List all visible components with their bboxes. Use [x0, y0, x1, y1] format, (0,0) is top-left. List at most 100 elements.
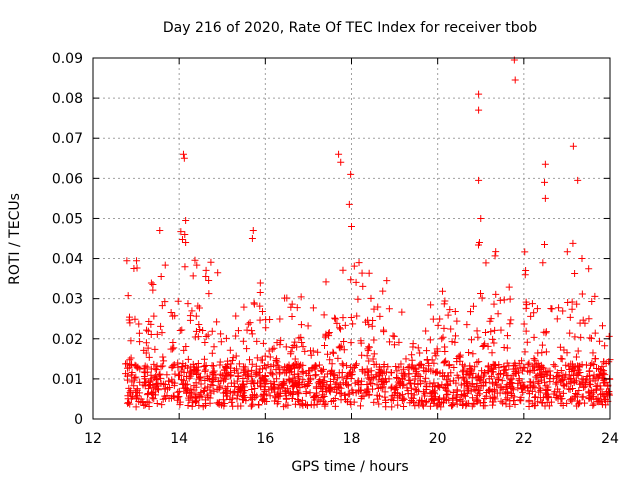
data-point [146, 381, 154, 389]
data-point [495, 364, 503, 372]
data-point [500, 296, 508, 304]
data-point [439, 369, 447, 377]
data-point [434, 321, 442, 329]
data-point [440, 300, 448, 308]
data-point [188, 402, 196, 410]
data-point [203, 372, 211, 380]
data-point [133, 385, 141, 393]
data-point [550, 390, 558, 398]
data-point [437, 403, 445, 411]
data-point [192, 312, 200, 320]
data-point [157, 363, 165, 371]
data-point [483, 388, 491, 396]
data-point [131, 361, 139, 369]
data-point [275, 392, 283, 400]
data-point [524, 387, 532, 395]
data-point [317, 385, 325, 393]
data-point [394, 389, 402, 397]
data-point [298, 367, 306, 375]
data-point [285, 377, 293, 385]
data-point [363, 381, 371, 389]
data-point [253, 370, 261, 378]
data-point [590, 400, 598, 408]
data-point [228, 398, 236, 406]
data-point [547, 304, 555, 312]
x-tick-label: 22 [515, 431, 533, 447]
data-point [473, 358, 481, 366]
data-point [396, 379, 404, 387]
data-point [232, 352, 240, 360]
data-point [569, 239, 577, 247]
data-point [441, 395, 449, 403]
data-point [345, 200, 353, 208]
data-point [220, 366, 228, 374]
data-point [328, 360, 336, 368]
data-point [283, 294, 291, 302]
data-point [165, 395, 173, 403]
data-point [525, 403, 533, 411]
data-point [176, 327, 184, 335]
data-points [121, 56, 614, 411]
data-point [452, 379, 460, 387]
data-point [265, 347, 273, 355]
data-point [509, 365, 517, 373]
data-point [416, 349, 424, 357]
y-tick-label: 0.08 [52, 91, 83, 107]
data-point [274, 362, 282, 370]
data-point [499, 370, 507, 378]
data-point [499, 385, 507, 393]
data-point [318, 367, 326, 375]
data-point [365, 357, 373, 365]
data-point [304, 377, 312, 385]
data-point [344, 371, 352, 379]
data-point [601, 396, 609, 404]
data-point [370, 350, 378, 358]
data-point [358, 392, 366, 400]
data-point [266, 353, 274, 361]
data-point [388, 403, 396, 411]
data-point [440, 324, 448, 332]
data-point [416, 377, 424, 385]
data-point [549, 375, 557, 383]
data-point [143, 326, 151, 334]
data-point [453, 317, 461, 325]
data-point [533, 305, 541, 313]
data-point [287, 303, 295, 311]
data-point [223, 392, 231, 400]
data-point [186, 316, 194, 324]
data-point [511, 76, 519, 84]
data-point [449, 389, 457, 397]
data-point [192, 370, 200, 378]
data-point [256, 279, 264, 287]
data-point [299, 361, 307, 369]
data-point [288, 300, 296, 308]
data-point [264, 361, 272, 369]
data-point [165, 384, 173, 392]
data-point [379, 287, 387, 295]
data-point [128, 378, 136, 386]
data-point [178, 326, 186, 334]
data-point [553, 315, 561, 323]
data-point [158, 401, 166, 409]
data-point [382, 368, 390, 376]
data-point [268, 369, 276, 377]
data-point [439, 333, 447, 341]
data-point [528, 362, 536, 370]
data-point [127, 354, 135, 362]
data-point [444, 382, 452, 390]
data-point [153, 362, 161, 370]
data-point [235, 360, 243, 368]
data-point [488, 349, 496, 357]
data-point [248, 235, 256, 242]
data-point [477, 290, 485, 298]
data-point [488, 368, 496, 376]
data-point [279, 381, 287, 389]
data-point [503, 332, 511, 340]
data-point [444, 390, 452, 398]
data-point [538, 341, 546, 349]
data-point [196, 373, 204, 381]
data-point [519, 388, 527, 396]
data-point [153, 330, 161, 338]
data-point [158, 302, 166, 310]
